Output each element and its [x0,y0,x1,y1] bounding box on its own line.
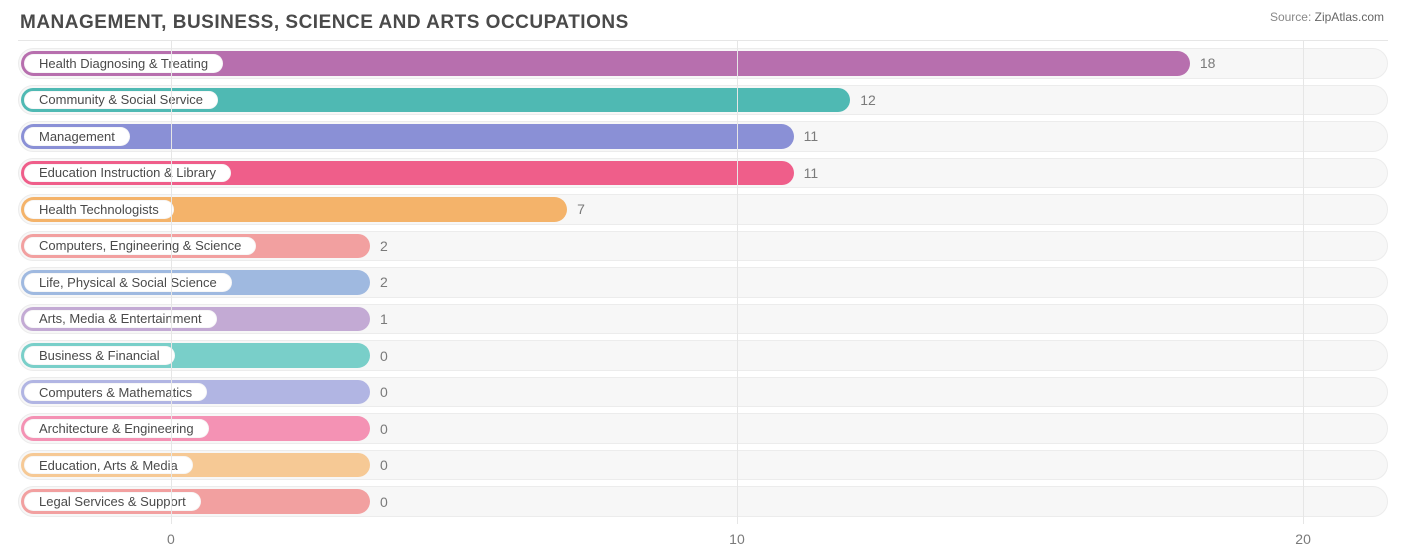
bar-label: Computers & Mathematics [24,383,207,402]
x-tick-label: 0 [167,531,175,547]
bar-row: Education, Arts & Media 0 [18,450,1388,481]
bar-value: 0 [370,340,388,371]
source-site: ZipAtlas.com [1315,10,1384,24]
bar-value: 2 [370,231,388,262]
bar-label: Health Technologists [24,200,174,219]
bar-row: Arts, Media & Entertainment 1 [18,304,1388,335]
bar-label: Architecture & Engineering [24,419,209,438]
bar-value: 1 [370,304,388,335]
bar-row: Management 11 [18,121,1388,152]
bar-value: 0 [370,413,388,444]
bar-value: 11 [794,158,819,189]
bar-row: Computers & Mathematics 0 [18,377,1388,408]
gridline [737,41,738,524]
bar-value: 0 [370,450,388,481]
source-label: Source: [1270,10,1311,24]
bar-row: Health Diagnosing & Treating 18 [18,48,1388,79]
bar-row: Architecture & Engineering 0 [18,413,1388,444]
bar-row: Community & Social Service 12 [18,85,1388,116]
bar-fill [21,124,794,149]
bar-value: 0 [370,486,388,517]
bar-row: Education Instruction & Library 11 [18,158,1388,189]
bar-label: Education Instruction & Library [24,164,231,183]
bar-value: 11 [794,121,819,152]
gridline [1303,41,1304,524]
bar-row: Legal Services & Support 0 [18,486,1388,517]
bar-label: Education, Arts & Media [24,456,193,475]
bar-label: Health Diagnosing & Treating [24,54,223,73]
bar-value: 18 [1190,48,1216,79]
chart-source: Source: ZipAtlas.com [1270,10,1384,24]
bar-row: Life, Physical & Social Science 2 [18,267,1388,298]
bar-label: Community & Social Service [24,91,218,110]
x-tick-label: 10 [729,531,745,547]
bar-label: Management [24,127,130,146]
bar-value: 7 [567,194,585,225]
bar-row: Computers, Engineering & Science 2 [18,231,1388,262]
bar-row: Health Technologists 7 [18,194,1388,225]
gridline [171,41,172,524]
bar-label: Computers, Engineering & Science [24,237,256,256]
chart-title: MANAGEMENT, BUSINESS, SCIENCE AND ARTS O… [20,12,1388,34]
plot-area: Health Diagnosing & Treating 18 Community … [18,40,1388,524]
bar-value: 12 [850,85,876,116]
chart-container: MANAGEMENT, BUSINESS, SCIENCE AND ARTS O… [0,0,1406,559]
bar-row: Business & Financial 0 [18,340,1388,371]
bar-value: 2 [370,267,388,298]
x-axis-labels: 0 10 20 [18,529,1388,549]
bar-value: 0 [370,377,388,408]
bars-group: Health Diagnosing & Treating 18 Community … [18,47,1388,518]
bar-label: Legal Services & Support [24,492,201,511]
x-tick-label: 20 [1295,531,1311,547]
bar-label: Life, Physical & Social Science [24,273,232,292]
bar-label: Arts, Media & Entertainment [24,310,217,329]
bar-label: Business & Financial [24,346,175,365]
